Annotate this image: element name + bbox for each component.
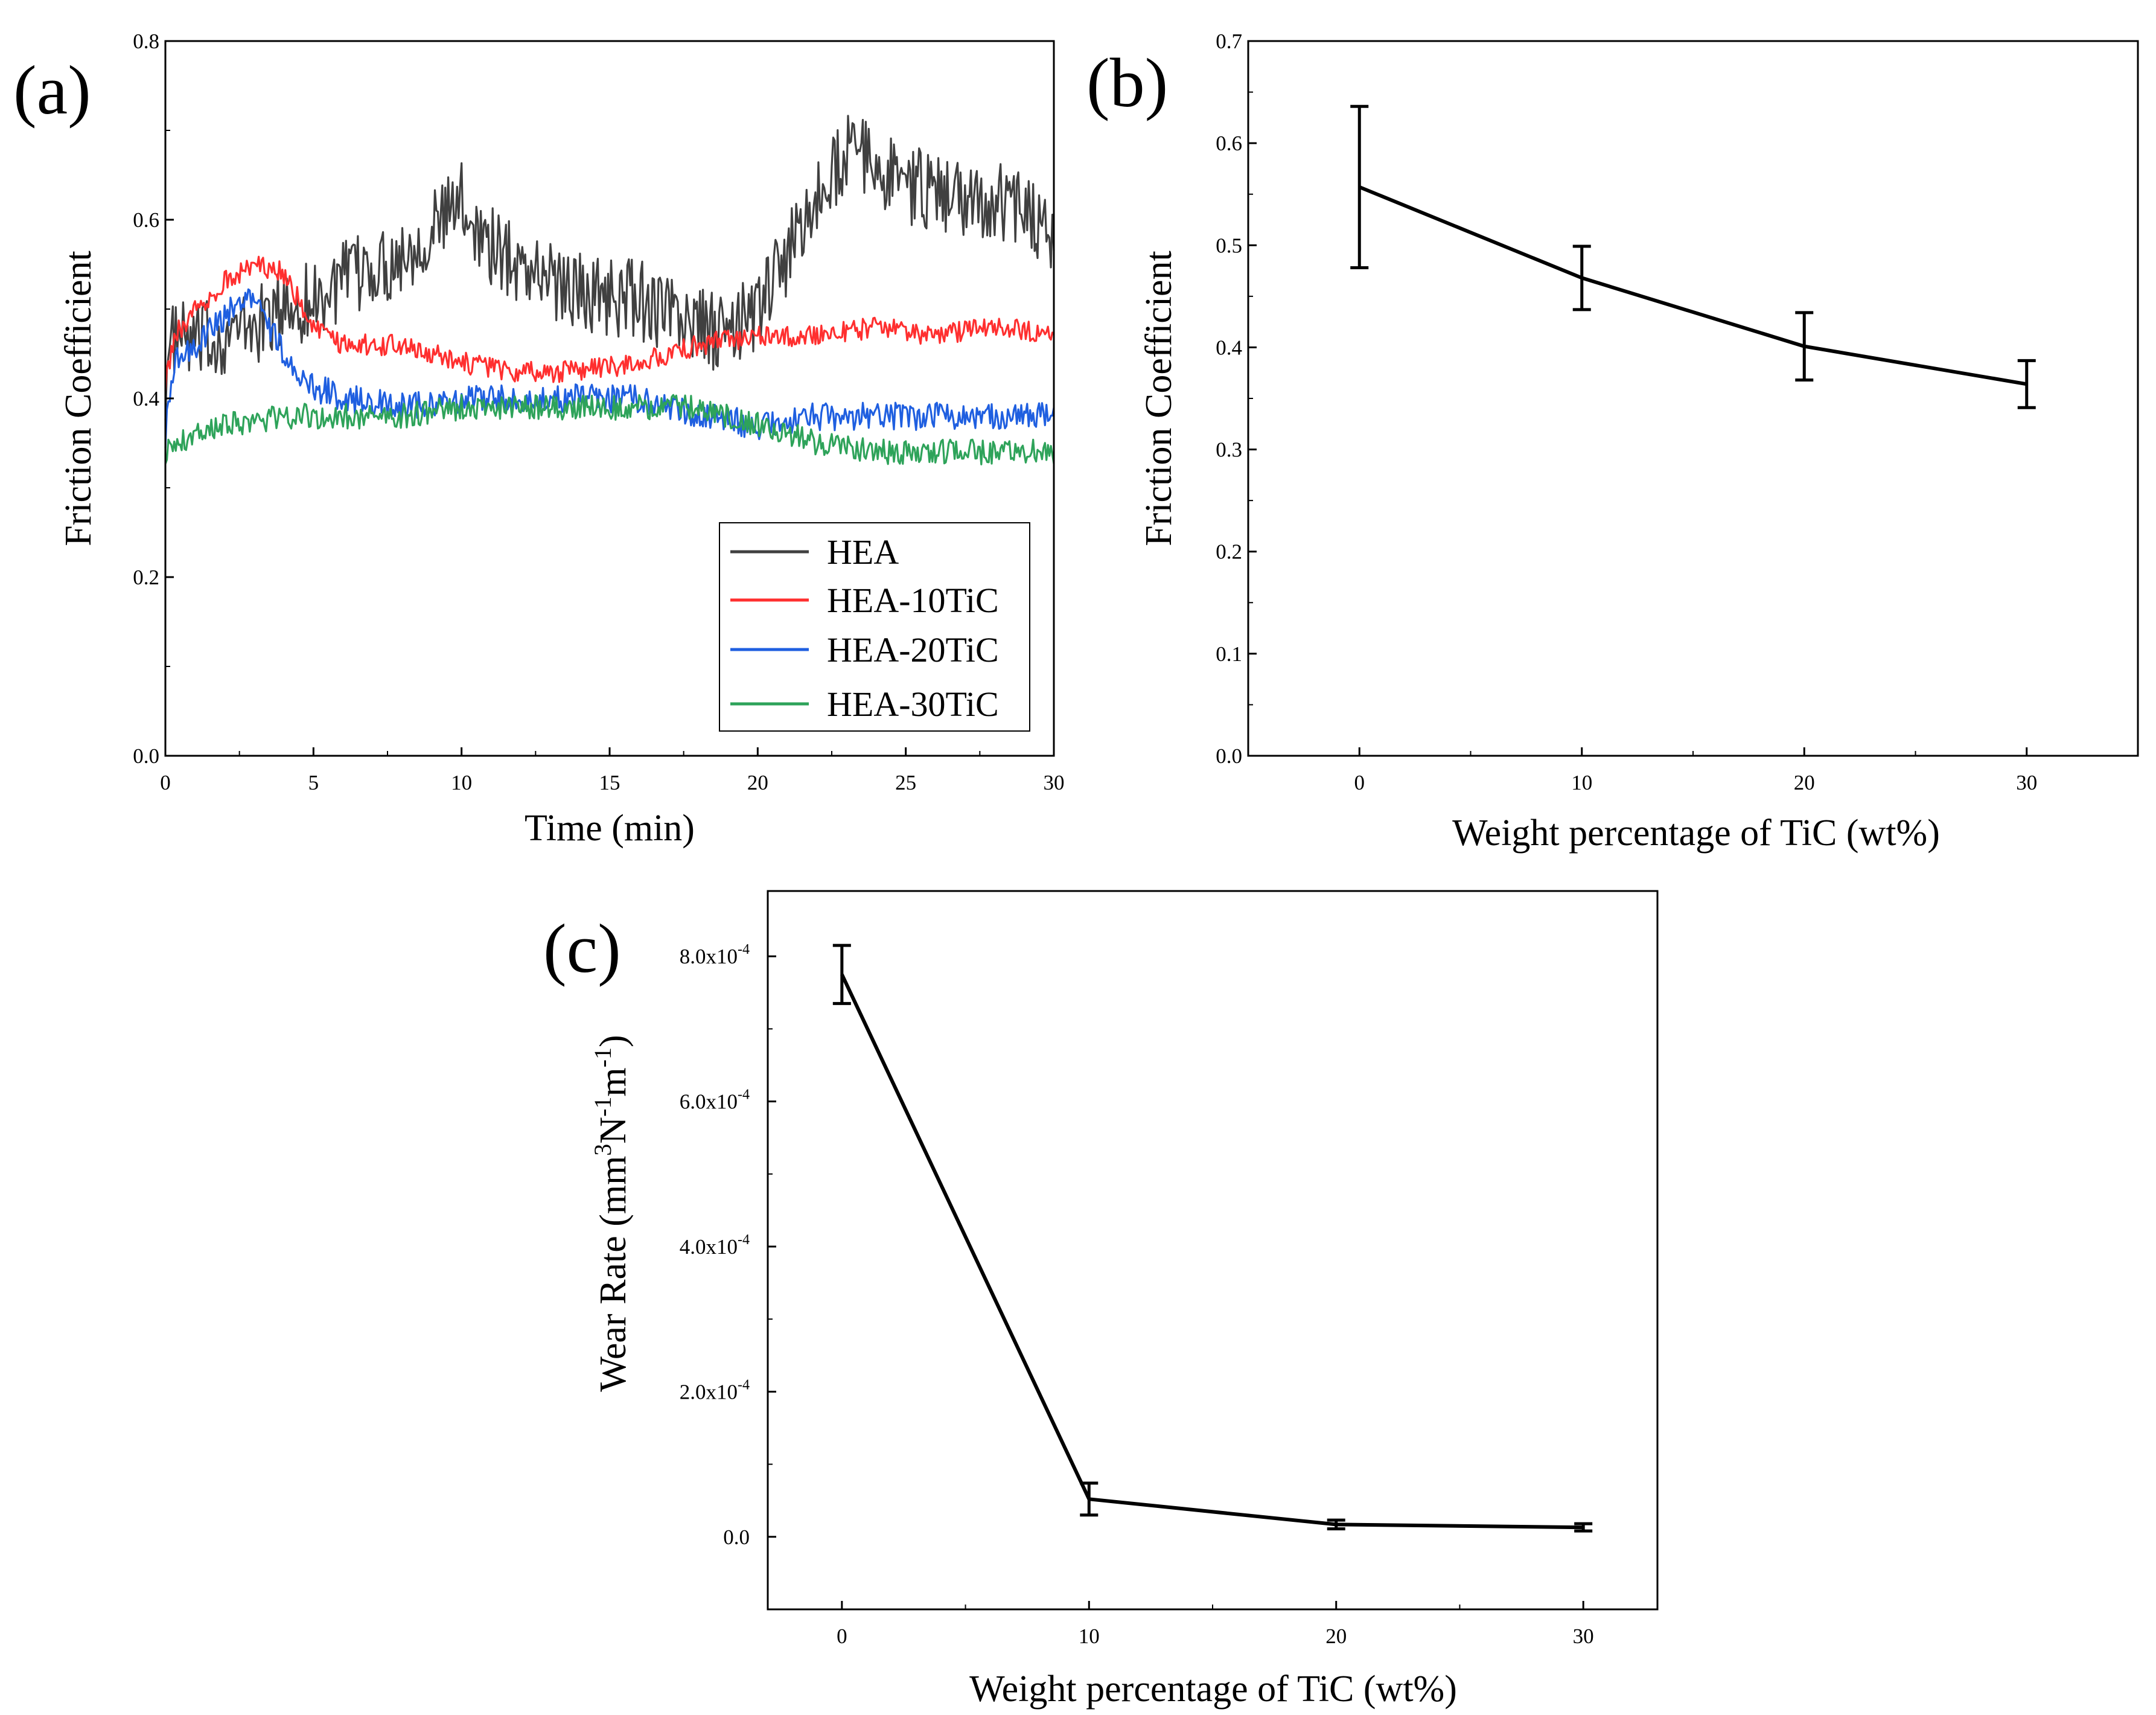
panel-a-x-axis-title: Time (min) xyxy=(525,808,695,849)
panel-b-x-tick-label: 20 xyxy=(1794,771,1815,794)
panel-b-y-tick-label: 0.4 xyxy=(1216,336,1242,359)
panel-b-series-line xyxy=(1359,185,2027,386)
panel-c-y-tick-base: 4.0x10 xyxy=(680,1235,738,1259)
legend-label-hea-30tic: HEA-30TiC xyxy=(827,685,999,724)
legend-label-hea: HEA xyxy=(827,532,899,572)
panel-c-y-tick-base: 6.0x10 xyxy=(680,1090,738,1114)
panel-c-x-tick-label: 10 xyxy=(1079,1624,1100,1648)
panel-c-y-tick-base: 2.0x10 xyxy=(680,1380,738,1404)
c-ylabel-sup3: -1 xyxy=(589,1047,616,1067)
c-ylabel-part4: ) xyxy=(593,1035,634,1047)
panel-c-series-line xyxy=(840,973,1584,1530)
panel-b-axes: 0 10 20 30 0.0 0.1 0.2 0.3 0.4 0.5 0.6 0.7 xyxy=(1216,30,2138,794)
panel-a-y-tick-label: 0.4 xyxy=(133,387,159,410)
series-line-hea-30tic xyxy=(164,394,1055,465)
panel-c-y-tick-label: 2.0x10-4 xyxy=(680,1377,750,1404)
panel-a-x-tick-label: 20 xyxy=(747,771,768,794)
series-line-hea xyxy=(164,115,1055,421)
panel-a-y-tick-label: 0.2 xyxy=(133,566,159,589)
panel-a-y-axis-title: Friction Coefficient xyxy=(58,251,99,546)
panel-a-x-tick-label: 30 xyxy=(1044,771,1065,794)
legend-label-hea-20tic: HEA-20TiC xyxy=(827,630,999,669)
panel-c-y-tick-exp: -4 xyxy=(738,942,750,957)
panel-b-x-axis-title: Weight percentage of TiC (wt%) xyxy=(1452,813,1940,854)
series-line-hea-10tic xyxy=(164,255,1055,391)
series-line-hea-20tic xyxy=(164,288,1055,448)
panel-b-x-tick-label: 10 xyxy=(1571,771,1592,794)
panel-c-y-tick-label: 0.0 xyxy=(723,1525,750,1549)
panel-a-legend: HEA HEA-10TiC HEA-20TiC HEA-30TiC xyxy=(719,522,1030,732)
panel-b-label: (b) xyxy=(1086,45,1168,122)
panel-b-x-tick-label: 30 xyxy=(2016,771,2037,794)
panel-b-y-axis-title: Friction Coefficient xyxy=(1138,251,1179,546)
panel-a-y-tick-label: 0.6 xyxy=(133,208,159,232)
c-ylabel-sup2: -1 xyxy=(589,1097,616,1117)
c-ylabel-part3: m xyxy=(593,1067,634,1096)
panel-c-y-tick-label: 8.0x10-4 xyxy=(680,942,750,968)
panel-c-y-tick-base: 0.0 xyxy=(723,1525,750,1549)
panel-a-y-tick-label: 0.0 xyxy=(133,744,159,768)
panel-b-y-tick-label: 0.2 xyxy=(1216,540,1242,564)
panel-c-wear-rate-vs-tic: (c) 0 10 20 300.02.0x10-44.0x10-46.0x10-48.… xyxy=(543,890,1659,1710)
panel-c-x-tick-label: 20 xyxy=(1325,1624,1347,1648)
panel-a-x-tick-label: 0 xyxy=(160,771,171,794)
c-ylabel-part1: Wear Rate (mm xyxy=(593,1156,634,1392)
panel-c-x-tick-label: 0 xyxy=(837,1624,847,1648)
panel-b-series-group xyxy=(1350,104,2036,409)
panel-b-y-tick-label: 0.1 xyxy=(1216,642,1242,666)
panel-a-x-tick-label: 25 xyxy=(895,771,916,794)
panel-c-y-axis-title: Wear Rate (mm3N-1m-1) xyxy=(589,1035,634,1391)
panel-c-label: (c) xyxy=(543,910,621,988)
panel-a-x-tick-label: 5 xyxy=(308,771,319,794)
panel-b-friction-vs-tic: (b) 0 10 20 30 0.0 0.1 0.2 0.3 0.4 0.5 0.6 0.7 Weig… xyxy=(1086,30,2139,854)
panel-b-y-tick-label: 0.0 xyxy=(1216,744,1242,768)
panel-a-label: (a) xyxy=(13,52,91,129)
panel-b-y-tick-label: 0.3 xyxy=(1216,438,1242,462)
panel-b-y-tick-label: 0.5 xyxy=(1216,234,1242,257)
c-ylabel-part2: N xyxy=(593,1117,634,1144)
panel-c-y-tick-label: 4.0x10-4 xyxy=(680,1232,750,1259)
panel-c-y-tick-exp: -4 xyxy=(738,1232,750,1248)
panel-c-y-tick-base: 8.0x10 xyxy=(680,945,738,968)
panel-c-series-group xyxy=(832,944,1593,1533)
panel-a-x-tick-label: 10 xyxy=(451,771,472,794)
panel-c-y-tick-exp: -4 xyxy=(738,1377,750,1393)
c-ylabel-sup1: 3 xyxy=(589,1144,616,1156)
panel-c-x-tick-label: 30 xyxy=(1573,1624,1594,1648)
panel-b-y-tick-label: 0.6 xyxy=(1216,132,1242,155)
legend-box xyxy=(719,522,1030,732)
panel-a-axes: 0 5 10 15 20 25 30 0.0 0.2 0.4 0.6 0.8 xyxy=(133,30,1064,794)
panel-a-x-tick-label: 15 xyxy=(599,771,620,794)
panel-c-axes: 0 10 20 300.02.0x10-44.0x10-46.0x10-48.0x10… xyxy=(680,942,1594,1648)
panel-c-y-tick-exp: -4 xyxy=(738,1087,750,1103)
panel-c-x-axis-title: Weight percentage of TiC (wt%) xyxy=(969,1669,1457,1710)
panel-a-y-tick-label: 0.8 xyxy=(133,30,159,53)
panel-a-series-group xyxy=(164,115,1055,465)
panel-c-y-tick-label: 6.0x10-4 xyxy=(680,1087,750,1114)
panel-a-friction-vs-time: (a) 0 5 10 15 20 25 30 0.0 0.2 0.4 0.6 0.8 Time (mi… xyxy=(13,30,1065,849)
legend-label-hea-10tic: HEA-10TiC xyxy=(827,581,999,620)
panel-b-x-tick-label: 0 xyxy=(1354,771,1365,794)
panel-b-y-tick-label: 0.7 xyxy=(1216,30,1242,53)
